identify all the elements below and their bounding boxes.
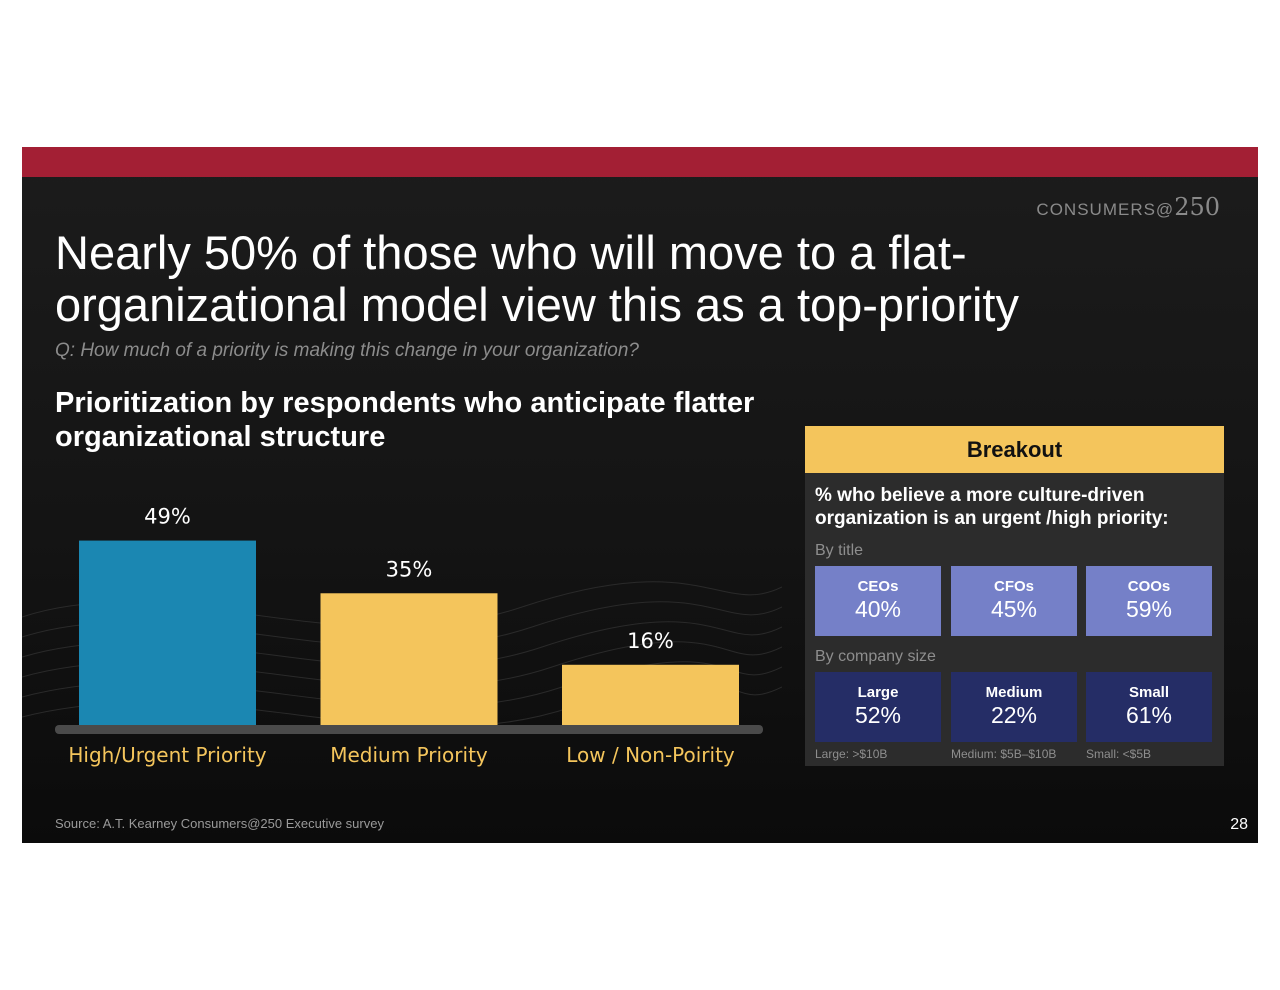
- breakout-question: % who believe a more culture-driven orga…: [815, 485, 1169, 529]
- bar-3: [562, 664, 739, 725]
- tile-label: COOs: [1127, 578, 1171, 595]
- chart-baseline: [55, 725, 763, 734]
- logo-number: 250: [1174, 193, 1220, 221]
- tile-ceos: CEOs 40%: [815, 566, 941, 636]
- tile-medium: Medium 22%: [951, 672, 1077, 742]
- breakout-panel: Breakout % who believe a more culture-dr…: [805, 426, 1224, 766]
- breakout-header: Breakout: [805, 426, 1224, 473]
- priority-bar-chart: 49% High/Urgent Priority 35% Medium Priorit…: [22, 505, 782, 767]
- footnote-small: Small: <$5B: [1086, 747, 1152, 761]
- logo-text: CONSUMERS@: [1036, 200, 1175, 219]
- chart-title: Prioritization by respondents who antici…: [55, 387, 755, 453]
- tile-label: Small: [1128, 684, 1170, 701]
- tile-value: 45%: [990, 596, 1038, 622]
- tile-label: Large: [857, 684, 899, 701]
- slide-title: Nearly 50% of those who will move to a f…: [55, 226, 1019, 331]
- tile-value: 61%: [1125, 702, 1173, 728]
- tile-value: 52%: [854, 702, 902, 728]
- category-label-3: Low / Non-Poirity: [566, 743, 735, 767]
- tile-coos: COOs 59%: [1086, 566, 1212, 636]
- tile-label: CFOs: [993, 578, 1034, 595]
- survey-question: Q: How much of a priority is making this…: [55, 340, 639, 361]
- source-note: Source: A.T. Kearney Consumers@250 Execu…: [55, 816, 384, 831]
- tile-label: Medium: [985, 684, 1043, 701]
- data-label-1: 49%: [144, 505, 191, 529]
- tile-value: 40%: [854, 596, 902, 622]
- tile-value: 22%: [990, 702, 1038, 728]
- top-accent-bar: [22, 147, 1258, 177]
- page-number: 28: [1230, 816, 1248, 833]
- category-label-1: High/Urgent Priority: [68, 743, 266, 767]
- slide: CONSUMERS@250 Nearly 50% of those who wi…: [22, 147, 1258, 843]
- footnote-medium: Medium: $5B–$10B: [951, 747, 1057, 761]
- data-label-3: 16%: [627, 629, 674, 653]
- data-label-2: 35%: [386, 557, 433, 581]
- consumers250-logo: CONSUMERS@250: [1036, 193, 1220, 221]
- bars-group: 49% High/Urgent Priority 35% Medium Priorit…: [68, 505, 739, 767]
- tile-value: 59%: [1125, 596, 1173, 622]
- by-title-label: By title: [815, 542, 864, 559]
- bar-2: [320, 593, 498, 725]
- bar-1: [79, 540, 256, 725]
- tile-label: CEOs: [857, 578, 899, 595]
- footnote-large: Large: >$10B: [815, 747, 888, 761]
- tile-small: Small 61%: [1086, 672, 1212, 742]
- tile-large: Large 52%: [815, 672, 941, 742]
- category-label-2: Medium Priority: [330, 743, 488, 767]
- by-company-size-label: By company size: [815, 648, 936, 665]
- tile-cfos: CFOs 45%: [951, 566, 1077, 636]
